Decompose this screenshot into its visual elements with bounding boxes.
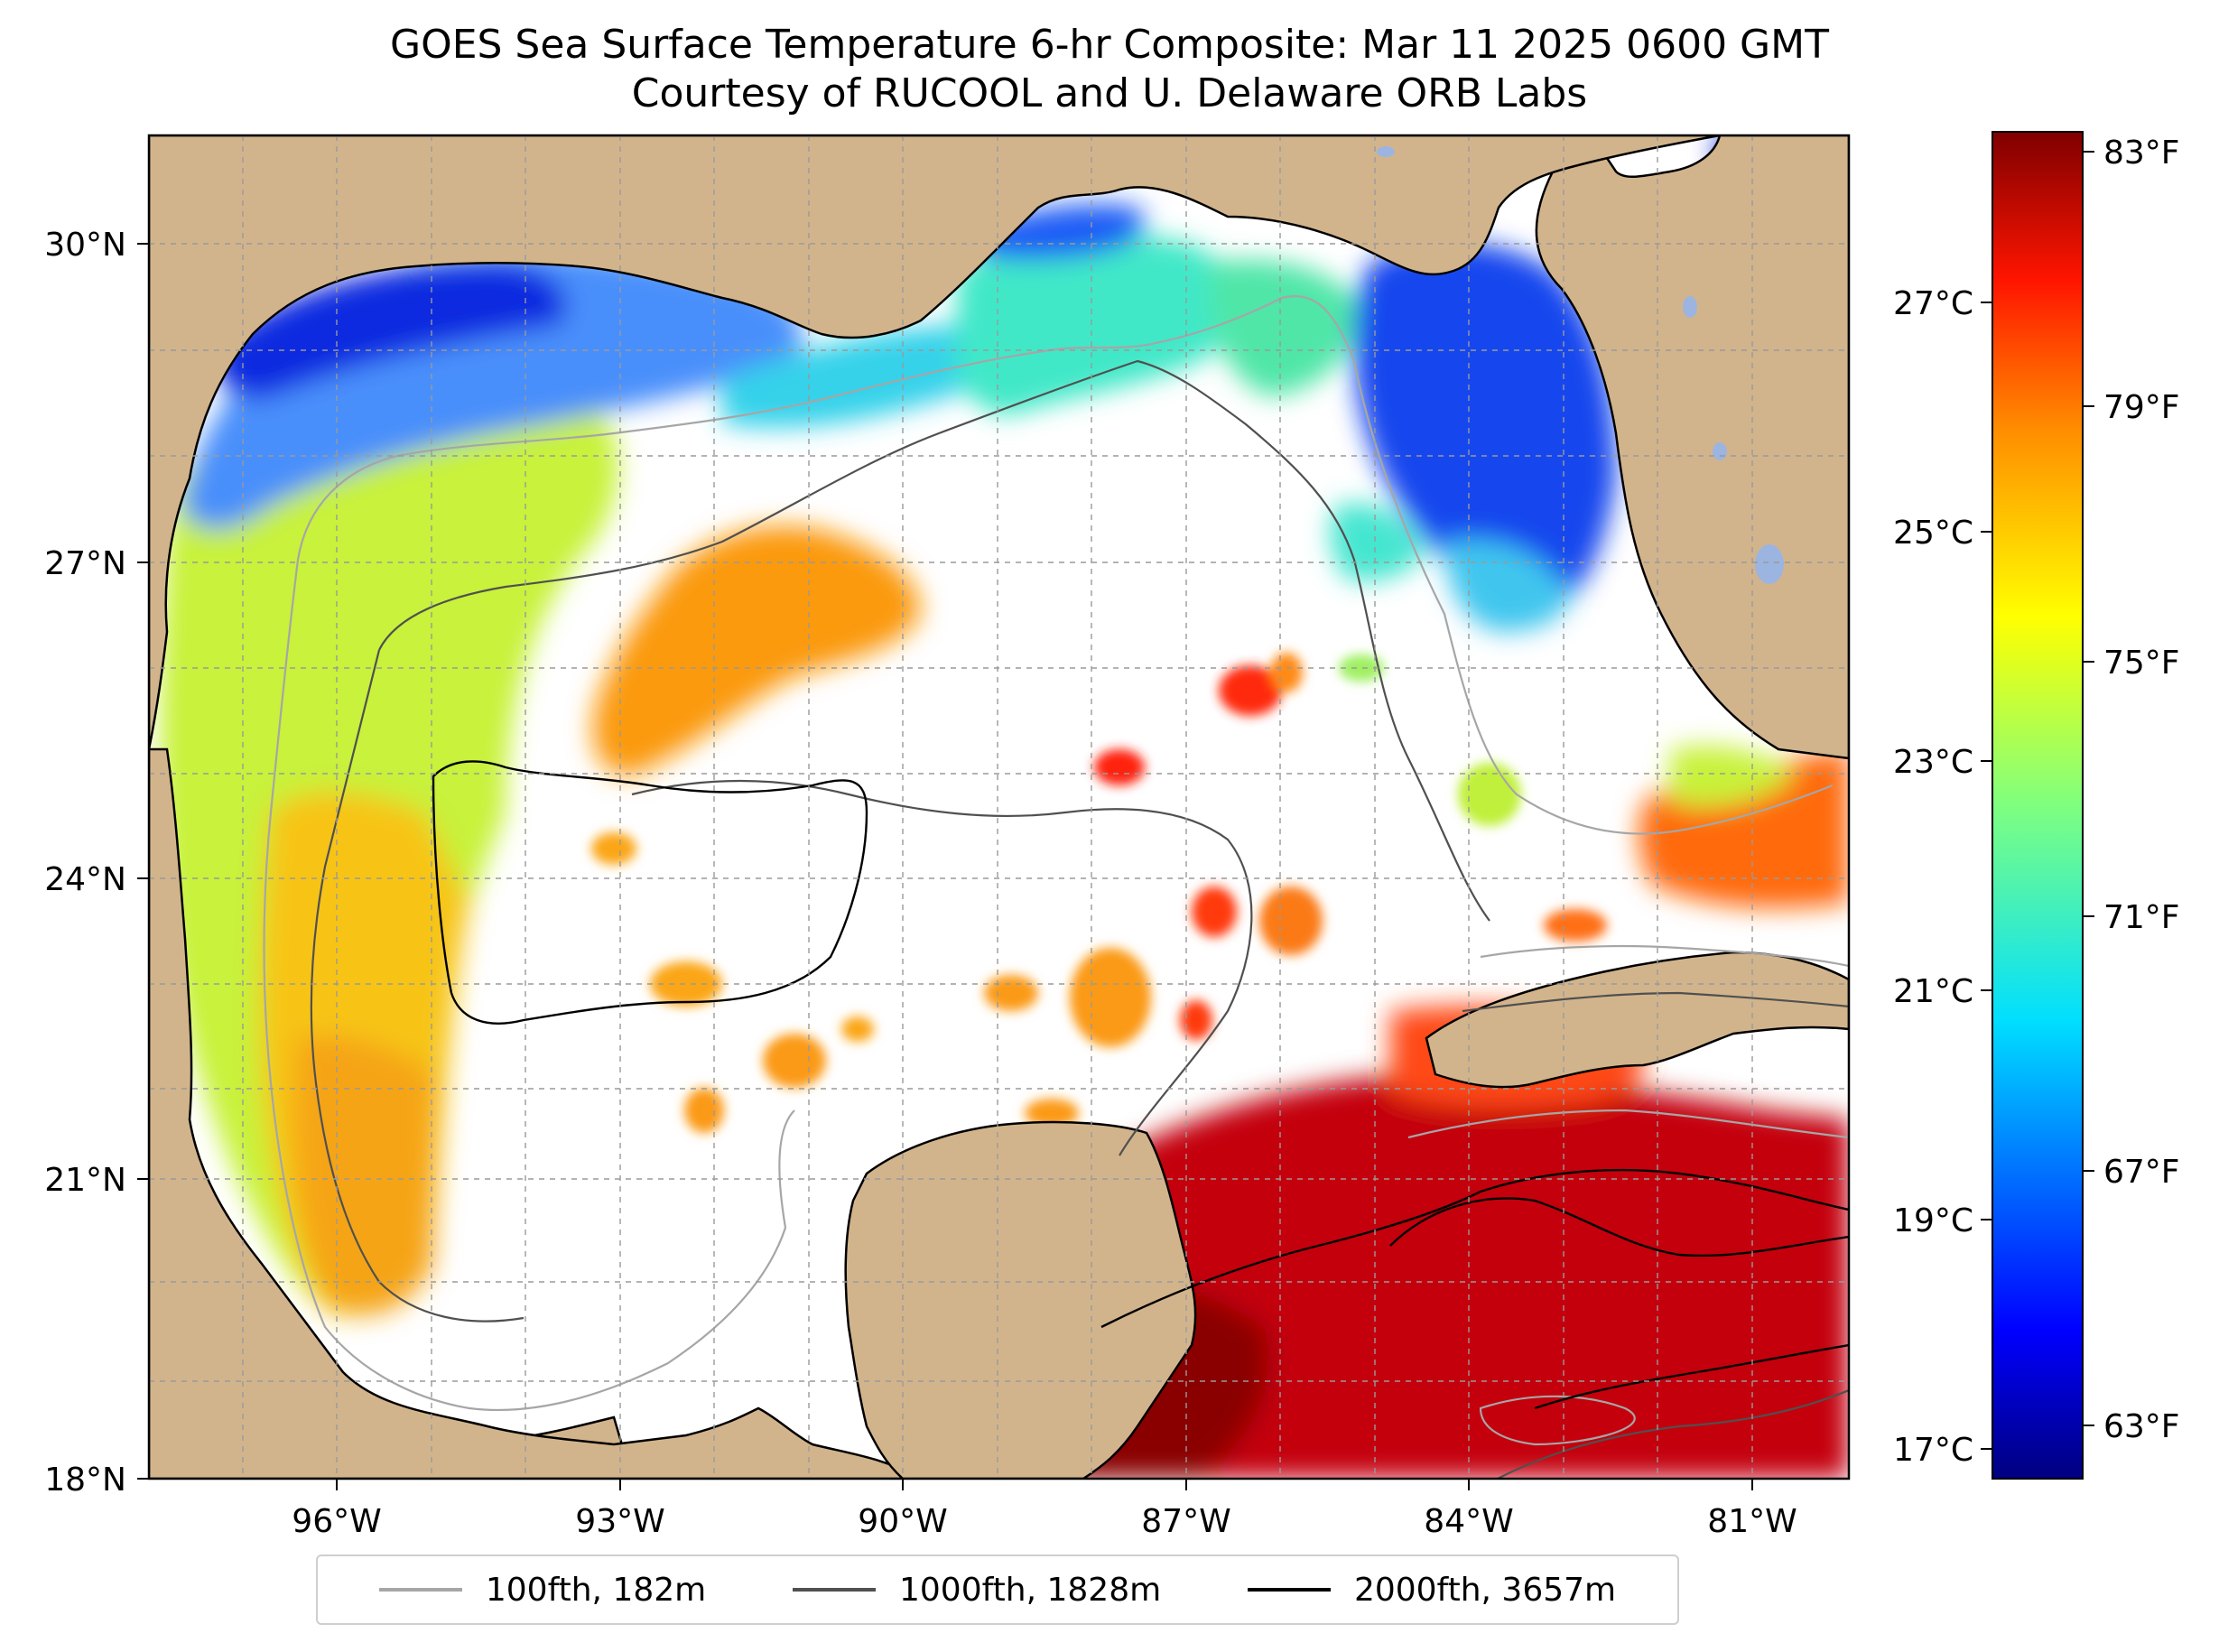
colorbar-label-71f: 71°F (2103, 899, 2180, 936)
map-area (149, 135, 1849, 1479)
colorbar-label-21c: 21°C (1893, 973, 1973, 1010)
colorbar-label-75f: 75°F (2103, 645, 2180, 682)
colorbar-label-63f: 63°F (2103, 1408, 2180, 1445)
colorbar-label-19c: 19°C (1893, 1202, 1973, 1239)
legend-swatch-1000fth (793, 1588, 876, 1592)
sst-patches (591, 653, 1607, 1133)
lat-axis (137, 243, 149, 1480)
lon-axis (336, 1479, 1753, 1490)
graticule (149, 135, 1849, 1479)
legend-item-2000fth: 2000fth, 3657m (1247, 1571, 1617, 1609)
map-title: GOES Sea Surface Temperature 6-hr Compos… (389, 22, 1829, 68)
colorbar-label-17c: 17°C (1893, 1432, 1973, 1469)
colorbar-label-83f: 83°F (2103, 135, 2180, 172)
lon-label-93w: 93°W (575, 1503, 664, 1540)
colorbar-label-79f: 79°F (2103, 389, 2180, 426)
lon-label-96w: 96°W (292, 1503, 381, 1540)
colorbar-f-ticks (2083, 151, 2094, 1426)
map-frame (147, 134, 1851, 1480)
legend-label-1000fth: 1000fth, 1828m (899, 1571, 1162, 1609)
lon-label-84w: 84°W (1424, 1503, 1513, 1540)
lat-label-24n: 24°N (44, 861, 126, 898)
legend-swatch-2000fth (1247, 1588, 1331, 1592)
colorbar-label-67f: 67°F (2103, 1154, 2180, 1191)
lon-label-81w: 81°W (1707, 1503, 1797, 1540)
colorbar-label-27c: 27°C (1893, 285, 1973, 322)
legend-item-100fth: 100fth, 182m (378, 1571, 707, 1609)
lat-label-18n: 18°N (44, 1462, 126, 1499)
legend-label-2000fth: 2000fth, 3657m (1353, 1571, 1617, 1609)
lon-label-90w: 90°W (858, 1503, 947, 1540)
lon-label-87w: 87°W (1141, 1503, 1230, 1540)
lat-label-30n: 30°N (44, 227, 126, 264)
bathymetry-1000fth (310, 359, 1849, 1479)
colorbar (1992, 131, 2084, 1480)
legend-swatch-100fth (378, 1588, 462, 1592)
colorbar-label-23c: 23°C (1893, 744, 1973, 781)
contour-legend: 100fth, 182m 1000fth, 1828m 2000fth, 365… (316, 1555, 1679, 1625)
lat-label-27n: 27°N (44, 545, 126, 582)
land (149, 135, 1849, 1479)
lat-label-21n: 21°N (44, 1162, 126, 1199)
bathymetry-100fth (263, 295, 1849, 1446)
map-subtitle: Courtesy of RUCOOL and U. Delaware ORB L… (631, 70, 1588, 116)
legend-item-1000fth: 1000fth, 1828m (793, 1572, 1161, 1609)
bathymetry-2000fth (432, 760, 1849, 1410)
legend-label-100fth: 100fth, 182m (485, 1571, 707, 1609)
colorbar-label-25c: 25°C (1893, 515, 1973, 552)
colorbar-c-ticks (1981, 302, 1992, 1450)
